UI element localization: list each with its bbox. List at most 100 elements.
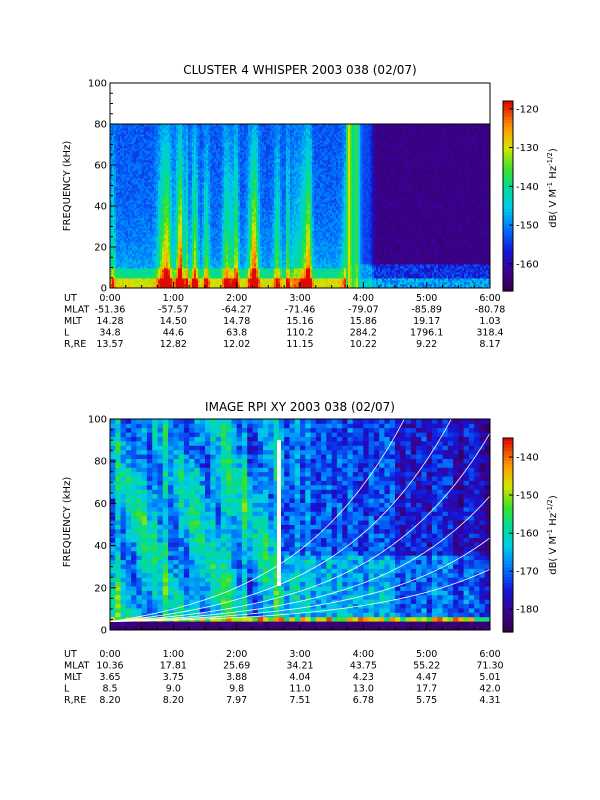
- whisper-heat-cell: [226, 188, 229, 191]
- whisper-heat-cell: [162, 126, 165, 129]
- whisper-heat-cell: [128, 258, 131, 261]
- whisper-heat-cell: [210, 232, 213, 235]
- whisper-heat-cell: [172, 266, 175, 269]
- whisper-heat-cell: [130, 146, 133, 149]
- whisper-heat-cell: [180, 212, 183, 215]
- whisper-heat-cell: [124, 202, 127, 205]
- whisper-heat-cell: [176, 156, 179, 159]
- whisper-heat-cell: [210, 230, 213, 233]
- whisper-heat-cell: [202, 132, 205, 135]
- whisper-heat-cell: [170, 216, 173, 219]
- whisper-heat-cell: [214, 130, 217, 133]
- whisper-heat-cell: [148, 192, 151, 195]
- whisper-heat-cell: [148, 270, 151, 273]
- whisper-heat-cell: [204, 280, 207, 283]
- whisper-heat-cell: [126, 128, 129, 131]
- whisper-heat-cell: [216, 210, 219, 213]
- whisper-heat-cell: [208, 142, 211, 145]
- whisper-heat-cell: [148, 196, 151, 199]
- whisper-heat-cell: [206, 238, 209, 241]
- whisper-heat-cell: [186, 202, 189, 205]
- whisper-heat-cell: [136, 236, 139, 239]
- whisper-heat-cell: [136, 268, 139, 271]
- whisper-heat-cell: [156, 186, 159, 189]
- whisper-heat-cell: [156, 258, 159, 261]
- whisper-heat-cell: [130, 170, 133, 173]
- whisper-heat-cell: [176, 232, 179, 235]
- whisper-heat-cell: [228, 224, 231, 227]
- whisper-heat-cell: [184, 152, 187, 155]
- whisper-heat-cell: [144, 242, 147, 245]
- whisper-heat-cell: [182, 232, 185, 235]
- whisper-heat-cell: [128, 136, 131, 139]
- whisper-heat-cell: [136, 186, 139, 189]
- whisper-heat-cell: [148, 264, 151, 267]
- whisper-heat-cell: [226, 286, 229, 288]
- whisper-heat-cell: [130, 250, 133, 253]
- whisper-heat-cell: [132, 256, 135, 259]
- whisper-heat-cell: [128, 124, 131, 127]
- whisper-heat-cell: [204, 174, 207, 177]
- whisper-heat-cell: [120, 180, 123, 183]
- whisper-heat-cell: [188, 150, 191, 153]
- whisper-heat-cell: [116, 192, 119, 195]
- whisper-heat-cell: [154, 224, 157, 227]
- whisper-heat-cell: [136, 204, 139, 207]
- whisper-heat-cell: [228, 240, 231, 243]
- whisper-heat-cell: [230, 274, 233, 277]
- whisper-heat-cell: [124, 144, 127, 147]
- whisper-heat-cell: [136, 124, 139, 127]
- whisper-heat-cell: [184, 250, 187, 253]
- whisper-heat-cell: [220, 238, 223, 241]
- whisper-heat-cell: [192, 222, 195, 225]
- whisper-heat-cell: [164, 144, 167, 147]
- whisper-heat-cell: [132, 270, 135, 273]
- whisper-heat-cell: [182, 192, 185, 195]
- whisper-heat-cell: [110, 134, 113, 137]
- whisper-heat-cell: [110, 196, 113, 199]
- whisper-heat-cell: [154, 202, 157, 205]
- whisper-heat-cell: [206, 132, 209, 135]
- whisper-heat-cell: [166, 282, 169, 285]
- whisper-heat-cell: [144, 182, 147, 185]
- whisper-heat-cell: [174, 184, 177, 187]
- whisper-heat-cell: [160, 258, 163, 261]
- whisper-heat-cell: [172, 176, 175, 179]
- whisper-heat-cell: [158, 252, 161, 255]
- whisper-heat-cell: [122, 202, 125, 205]
- whisper-heat-cell: [166, 150, 169, 153]
- whisper-heat-cell: [132, 206, 135, 209]
- whisper-spectrogram: [110, 123, 490, 288]
- whisper-heat-cell: [228, 192, 231, 195]
- whisper-heat-cell: [154, 266, 157, 269]
- whisper-heat-cell: [182, 128, 185, 131]
- whisper-heat-cell: [124, 246, 127, 249]
- whisper-heat-cell: [156, 232, 159, 235]
- whisper-heat-cell: [158, 272, 161, 275]
- whisper-heat-cell: [198, 178, 201, 181]
- whisper-heat-cell: [230, 264, 233, 267]
- whisper-heat-cell: [192, 228, 195, 231]
- whisper-heat-cell: [216, 284, 219, 287]
- whisper-heat-cell: [212, 154, 215, 157]
- whisper-heat-cell: [128, 200, 131, 203]
- whisper-heat-cell: [212, 214, 215, 217]
- whisper-heat-cell: [152, 280, 155, 283]
- whisper-heat-cell: [228, 190, 231, 193]
- whisper-heat-cell: [120, 240, 123, 243]
- whisper-heat-cell: [178, 150, 181, 153]
- whisper-heat-cell: [124, 190, 127, 193]
- whisper-heat-cell: [122, 162, 125, 165]
- whisper-heat-cell: [186, 250, 189, 253]
- whisper-heat-cell: [118, 188, 121, 191]
- whisper-heat-cell: [142, 172, 145, 175]
- whisper-heat-cell: [118, 194, 121, 197]
- whisper-heat-cell: [130, 148, 133, 151]
- whisper-heat-cell: [162, 244, 165, 247]
- whisper-heat-cell: [116, 226, 119, 229]
- whisper-heat-cell: [176, 246, 179, 249]
- whisper-heat-cell: [156, 224, 159, 227]
- whisper-heat-cell: [206, 126, 209, 129]
- whisper-heat-cell: [160, 270, 163, 273]
- whisper-heat-cell: [164, 200, 167, 203]
